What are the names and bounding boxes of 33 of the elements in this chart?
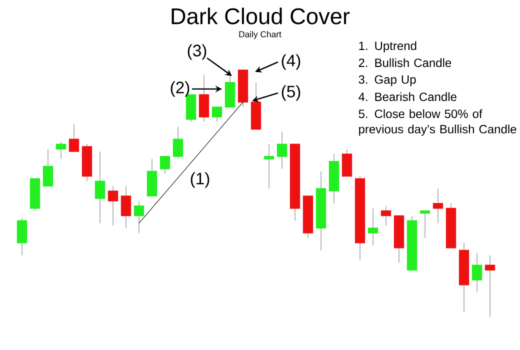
- candlestick: [432, 188, 444, 224]
- text: (4): [282, 54, 300, 70]
- annotation: (2): [170, 81, 190, 97]
- annotation: (5): [282, 85, 300, 101]
- candlestick: [368, 208, 378, 246]
- annotation: 4. Bearish Candle: [358, 92, 456, 102]
- text: (3): [188, 44, 206, 60]
- candlestick: [212, 106, 222, 122]
- candlestick: [342, 148, 352, 177]
- candlestick: [108, 186, 118, 226]
- annotation: (1): [190, 172, 210, 188]
- candlestick: [16, 218, 28, 256]
- candlestick: [198, 74, 210, 122]
- candlestick: [172, 126, 184, 160]
- candlestick: [120, 186, 132, 229]
- text: 2. Bullish Candle: [358, 58, 452, 68]
- candlestick: [94, 150, 106, 224]
- candlestick: [276, 131, 288, 170]
- candlestick: [264, 144, 274, 190]
- candlestick: [134, 200, 144, 234]
- candlestick: [56, 141, 66, 160]
- candlestick: [68, 124, 80, 152]
- candlestick: [484, 254, 496, 318]
- chart-subtitle: Daily Chart: [239, 30, 282, 40]
- candlestick: [380, 205, 392, 226]
- candlestick: [160, 156, 170, 174]
- chart-title: Dark Cloud Cover: [172, 8, 350, 24]
- candlestick: [42, 148, 54, 187]
- candlestick: [472, 252, 482, 293]
- candlestick: [420, 210, 430, 238]
- annotation: 5. Close below 50% of previous day’s Bullish Candle: [358, 109, 516, 136]
- annotation: 3. Gap Up: [358, 75, 416, 86]
- text: 1. Uptrend: [359, 41, 416, 52]
